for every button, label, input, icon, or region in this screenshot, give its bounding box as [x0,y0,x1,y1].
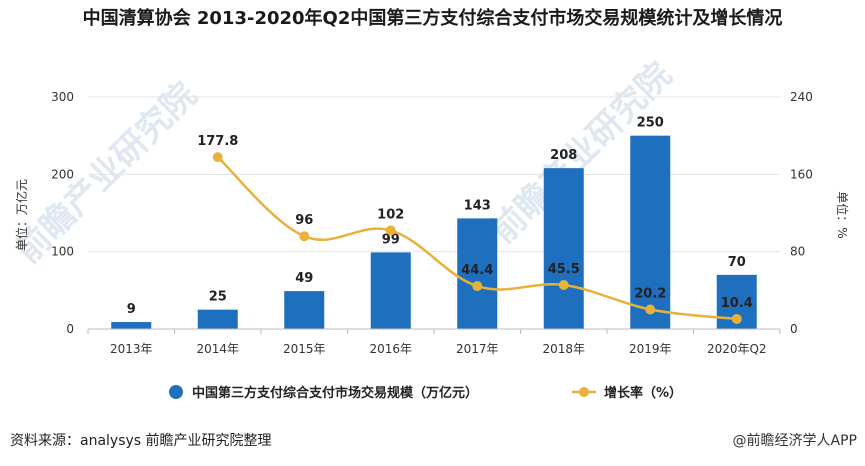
bar-value-label: 143 [464,198,491,213]
bar [197,309,238,329]
y-right-tick-label: 160 [790,167,813,181]
bar-value-label: 25 [209,290,227,305]
x-axis: 2013年 2014年 2015年 2016年 2017年 2018年 2019年 2020年… [87,328,781,356]
legend-bar-marker [169,385,183,399]
y-right-tick-label: 240 [790,90,813,104]
bar-value-label: 208 [550,148,577,163]
legend-line-label: 增长率（%） [604,385,682,401]
bar [543,168,584,329]
x-tick-label: 2016年 [369,342,412,356]
y-axis-right: 0 80 160 240 单位：% [790,90,850,336]
y-left-tick-label: 300 [51,90,74,104]
bar [284,291,325,329]
line-point [472,281,483,292]
watermark-left: 前瞻产业研究院 [8,75,205,272]
bar-value-label: 99 [382,232,400,247]
x-tick-label: 2017年 [456,342,499,356]
y-left-tick-label: 200 [51,167,74,181]
line-value-label: 10.4 [721,296,753,311]
bar-value-label: 70 [728,255,746,270]
y-left-tick-label: 0 [66,322,74,336]
line-point [385,225,396,236]
legend-line-dot [579,387,589,397]
bar [111,322,152,329]
y-axis-left: 0 100 200 300 单位：万亿元 [14,90,74,336]
y-right-title: 单位：% [835,191,850,238]
x-tick-label: 2014年 [196,342,239,356]
legend: 中国第三方支付综合支付市场交易规模（万亿元） 增长率（%） [169,385,682,401]
line-value-label: 45.5 [548,262,580,277]
line-value-label: 177.8 [197,134,238,149]
y-left-tick-label: 100 [51,245,74,259]
legend-bar-label: 中国第三方支付综合支付市场交易规模（万亿元） [192,385,478,401]
line-value-label: 44.4 [461,263,493,278]
bar [630,135,671,329]
line-point [645,304,656,315]
line-point [731,313,742,324]
line-point [299,231,310,242]
x-tick-label: 2018年 [542,342,585,356]
bar-value-label: 49 [295,271,313,286]
line-value-label: 96 [295,213,313,228]
x-tick-label: 2013年 [110,342,153,356]
bar-value-label: 250 [637,116,664,131]
bar [370,252,411,329]
x-tick-label: 2020年Q2 [707,342,767,356]
bar-value-label: 9 [127,302,136,317]
x-tick-label: 2015年 [283,342,326,356]
grid-lines [88,96,780,330]
line-series: 177.8 96 102 44.4 45.5 20.2 10.4 [197,134,753,324]
source-note: 资料来源：analysys 前瞻产业研究院整理 [10,433,272,449]
line-point [212,152,223,163]
bar-series: 9 25 49 99 143 208 250 70 [111,116,757,329]
brand-tag: @前瞻经济学人APP [732,433,857,449]
y-left-title: 单位：万亿元 [14,179,29,251]
y-right-tick-label: 0 [790,322,798,336]
bar [457,218,498,329]
line-value-label: 102 [377,207,404,222]
line-point [558,280,569,291]
line-value-label: 20.2 [634,286,666,301]
chart-title: 中国清算协会 2013-2020年Q2中国第三方支付综合支付市场交易规模统计及增… [82,8,783,29]
y-right-tick-label: 80 [790,245,805,259]
x-tick-label: 2019年 [629,342,672,356]
